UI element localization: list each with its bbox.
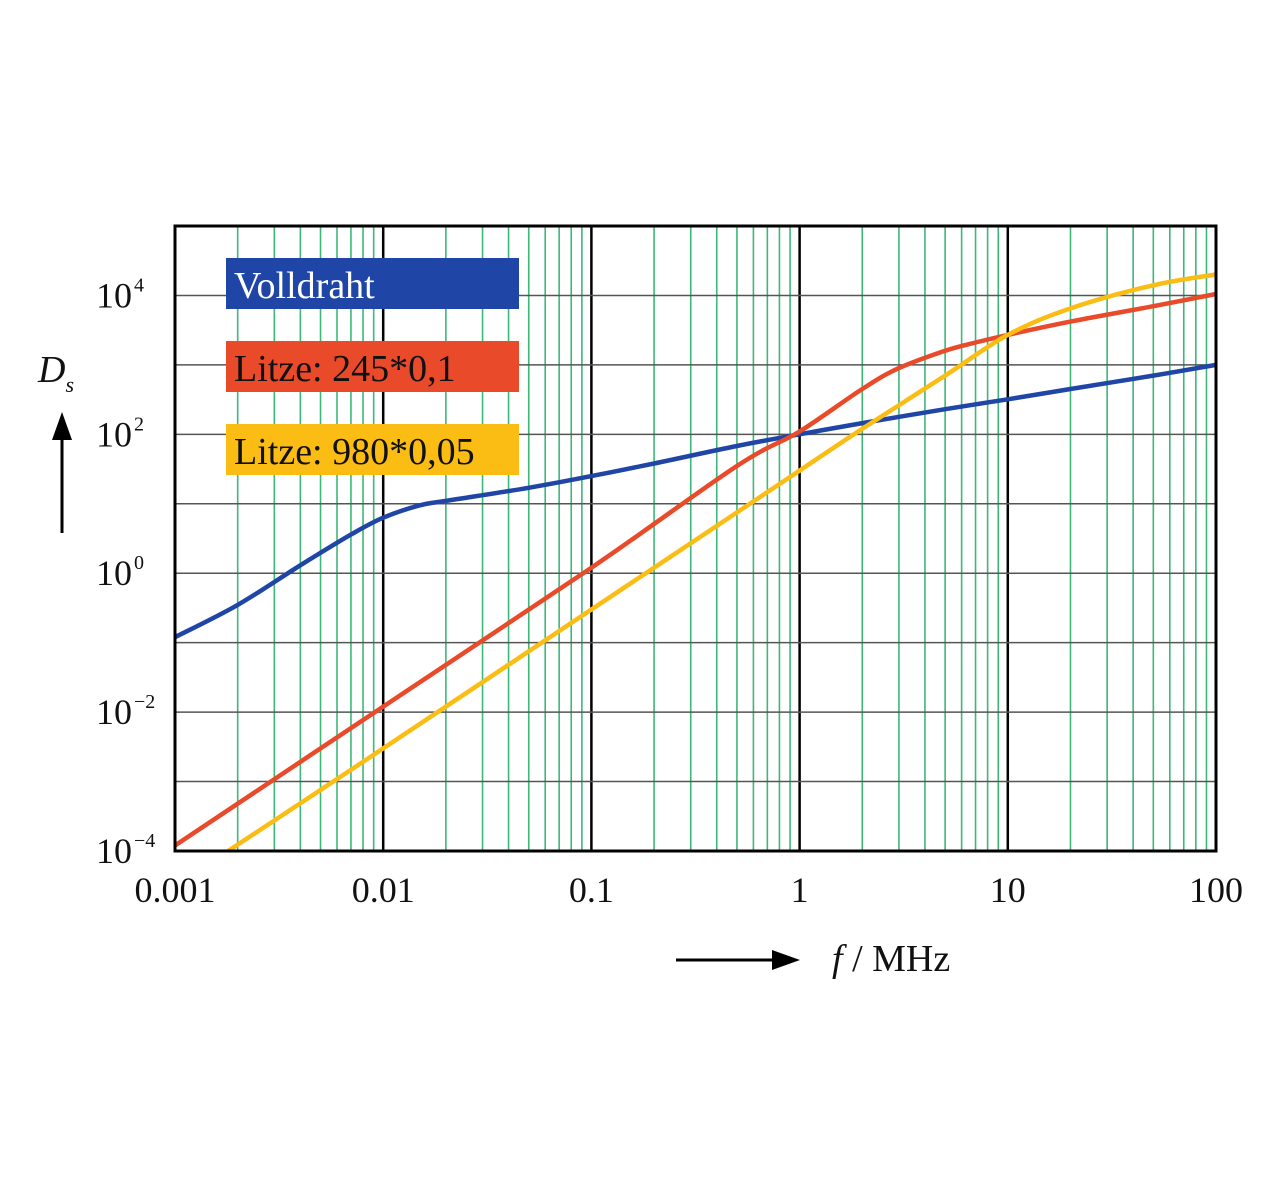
y-tick-exponent: 2 — [134, 413, 144, 435]
y-axis-arrow — [52, 412, 72, 533]
y-tick-base: 10 — [96, 414, 132, 454]
legend-label: Volldraht — [234, 265, 375, 307]
y-tick-base: 10 — [96, 692, 132, 732]
series-lines — [173, 272, 1217, 853]
x-tick-labels: 0.001 0.01 0.1 1 10 100 — [135, 870, 1244, 910]
x-tick-label: 0.1 — [569, 870, 614, 910]
y-axis-sub: s — [65, 372, 74, 397]
y-tick-label: 10 4 — [96, 274, 144, 315]
legend-item-1: Volldraht — [226, 258, 519, 309]
series-line-2 — [173, 291, 1217, 848]
y-tick-exponent: 4 — [134, 274, 144, 296]
legend-label: Litze: 245*0,1 — [234, 348, 456, 390]
legend-swatch — [226, 341, 519, 392]
x-tick-label: 100 — [1189, 870, 1243, 910]
x-tick-label: 0.01 — [352, 870, 415, 910]
y-tick-label: 10 2 — [96, 413, 144, 454]
y-axis-title: Ds — [37, 349, 74, 397]
y-tick-base: 10 — [96, 553, 132, 593]
y-tick-label: 10 0 — [96, 552, 144, 593]
y-tick-base: 10 — [96, 831, 132, 871]
legend-swatch — [226, 424, 519, 475]
y-tick-exponent: −2 — [134, 691, 155, 713]
x-axis-title: f / MHz — [832, 938, 950, 980]
y-tick-label: 10 −2 — [96, 691, 155, 732]
x-axis-arrow — [676, 950, 800, 970]
series-line-1 — [173, 362, 1217, 640]
x-tick-label: 10 — [990, 870, 1026, 910]
legend-item-3: Litze: 980*0,05 — [226, 424, 519, 475]
series-line-3 — [226, 272, 1217, 853]
x-tick-label: 1 — [791, 870, 809, 910]
y-tick-base: 10 — [96, 275, 132, 315]
legend: Volldraht Litze: 245*0,1 Litze: 980*0,05 — [226, 258, 519, 475]
y-tick-label: 10 −4 — [96, 830, 155, 871]
x-tick-label: 0.001 — [135, 870, 216, 910]
y-axis-var: D — [37, 349, 65, 391]
plot-frame — [173, 224, 1218, 853]
legend-item-2: Litze: 245*0,1 — [226, 341, 519, 392]
x-axis-unit: / MHz — [843, 938, 951, 980]
y-tick-exponent: −4 — [134, 830, 155, 852]
y-tick-exponent: 0 — [134, 552, 144, 574]
legend-label: Litze: 980*0,05 — [234, 431, 475, 473]
legend-swatch — [226, 258, 519, 309]
